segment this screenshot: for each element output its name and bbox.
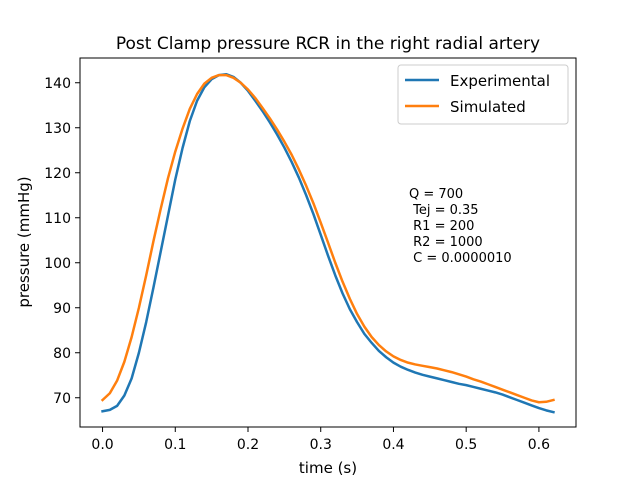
y-tick-label: 100 xyxy=(44,256,71,272)
x-tick-label: 0.0 xyxy=(91,437,113,453)
chart-title: Post Clamp pressure RCR in the right rad… xyxy=(116,34,540,54)
x-tick-label: 0.2 xyxy=(237,437,259,453)
series-line-simulated xyxy=(100,73,555,404)
legend: Experimental Simulated xyxy=(397,64,569,125)
y-tick-label: 140 xyxy=(44,76,71,92)
legend-box xyxy=(397,64,569,125)
annotation-line-q: Q = 700 xyxy=(409,187,463,202)
series-line-experimental xyxy=(101,72,555,414)
y-tick-label: 120 xyxy=(44,166,71,182)
legend-label-simulated: Simulated xyxy=(450,98,526,116)
annotation-line-c: C = 0.0000010 xyxy=(409,251,512,266)
y-tick-label: 70 xyxy=(53,391,71,407)
annotation-line-r2: R2 = 1000 xyxy=(409,235,483,250)
legend-label-experimental: Experimental xyxy=(450,72,550,90)
x-tick-label: 0.3 xyxy=(310,437,332,453)
axes-frame xyxy=(79,57,577,428)
parameter-annotation: Q = 700 Tej = 0.35 R1 = 200 R2 = 1000 C … xyxy=(409,187,512,266)
y-tick-label: 90 xyxy=(53,301,71,317)
x-axis-label: time (s) xyxy=(299,459,357,477)
x-tick-label: 0.4 xyxy=(382,437,404,453)
annotation-line-r1: R1 = 200 xyxy=(409,219,474,234)
y-tick-label: 110 xyxy=(44,211,71,227)
x-tick-label: 0.1 xyxy=(164,437,186,453)
y-tick-label: 80 xyxy=(53,346,71,362)
y-axis-label: pressure (mmHg) xyxy=(15,176,33,307)
y-tick-label: 130 xyxy=(44,121,71,137)
axis-ticks: 0.0 0.1 0.2 0.3 0.4 0.5 0.6 70 80 90 100 110 120 130 1… xyxy=(44,76,550,453)
x-tick-label: 0.5 xyxy=(455,437,477,453)
plot-area xyxy=(100,72,555,414)
annotation-line-tej: Tej = 0.35 xyxy=(409,203,479,218)
x-tick-label: 0.6 xyxy=(528,437,550,453)
